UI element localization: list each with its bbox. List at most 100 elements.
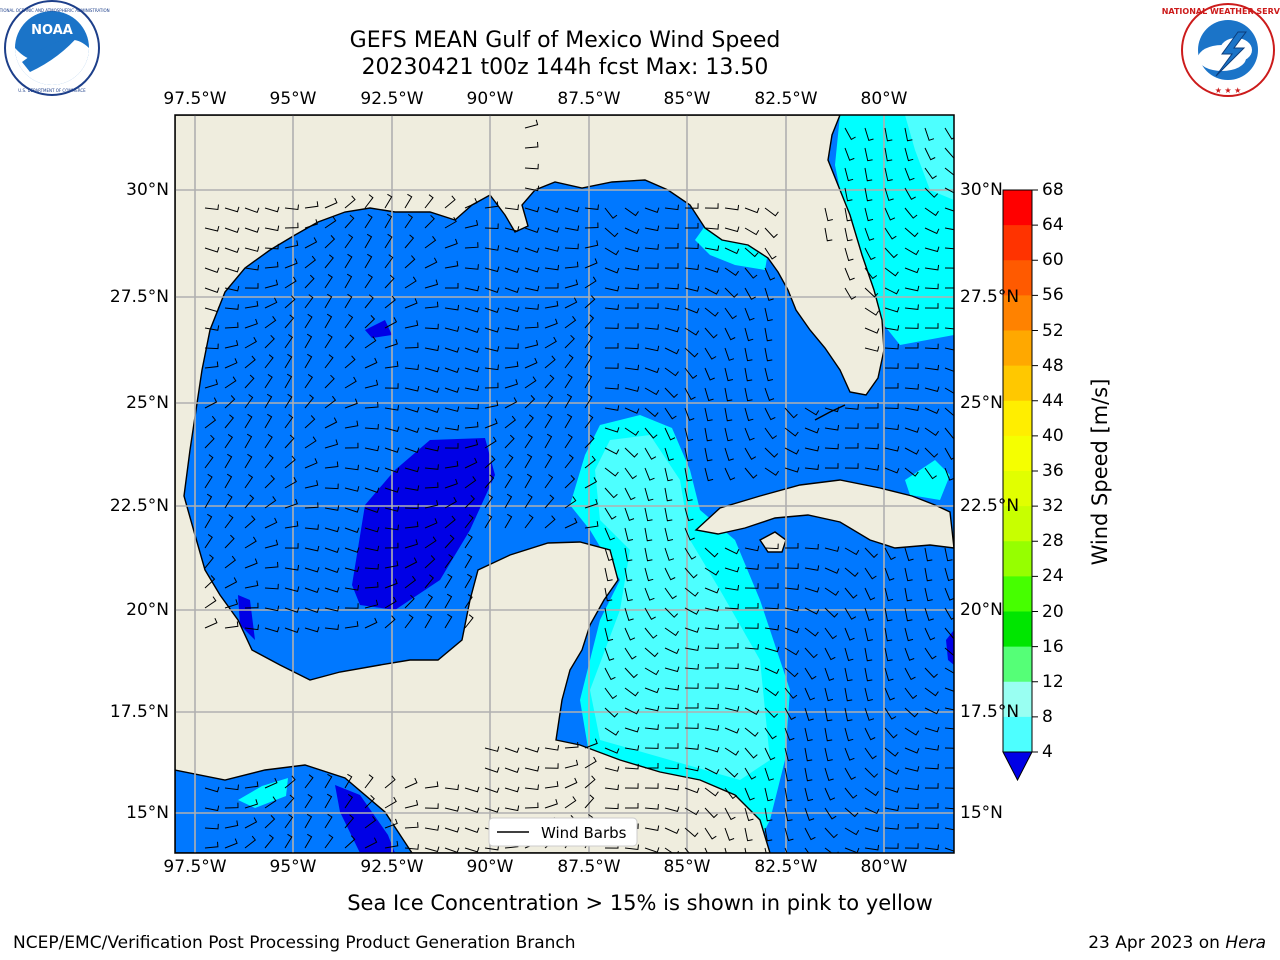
- wind-barb: [844, 227, 853, 242]
- wind-barb: [324, 526, 340, 533]
- wind-barb: [744, 583, 759, 589]
- wind-barb: [624, 323, 639, 329]
- wind-barb: [344, 835, 356, 849]
- wind-barb: [924, 323, 939, 329]
- wind-barb: [604, 207, 618, 219]
- lon-label-bottom: 95°W: [269, 857, 317, 877]
- wind-barb: [904, 747, 920, 754]
- wind-barb: [944, 347, 954, 351]
- wind-barb: [804, 847, 810, 853]
- wind-barb: [644, 407, 659, 418]
- wind-barb: [864, 647, 873, 662]
- wind-barb: [924, 707, 940, 715]
- wind-barb: [424, 345, 440, 352]
- wind-barb: [384, 426, 400, 433]
- wind-barb: [944, 387, 954, 394]
- wind-barb: [304, 587, 320, 594]
- wind-barb: [684, 264, 699, 271]
- wind-barb: [684, 367, 698, 379]
- wind-barb: [725, 643, 739, 649]
- wind-barb: [404, 342, 419, 349]
- wind-barb: [864, 307, 880, 316]
- wind-barb: [764, 407, 776, 421]
- wind-barb: [224, 322, 239, 329]
- wind-barb: [464, 593, 473, 609]
- wind-barb: [784, 605, 800, 612]
- wind-barb: [304, 219, 319, 229]
- florida-keys: [814, 404, 846, 421]
- wind-barb: [484, 223, 499, 230]
- lat-label-left: 15°N: [126, 803, 169, 823]
- wind-barb: [744, 727, 759, 737]
- wind-barb: [624, 343, 639, 350]
- wind-barb: [864, 767, 879, 778]
- wind-barb: [724, 847, 727, 853]
- wind-barb: [424, 825, 440, 831]
- wind-barb: [644, 804, 659, 810]
- colorbar-extend-triangle: [1002, 751, 1033, 782]
- wind-barb: [424, 194, 434, 209]
- wind-barb: [724, 603, 739, 610]
- wind-barb: [784, 807, 793, 822]
- colorbar-bin: [1003, 646, 1032, 683]
- wind-barb: [344, 355, 356, 369]
- wind-barb: [304, 274, 315, 289]
- wind-barb: [224, 376, 237, 389]
- wind-barb: [924, 303, 939, 309]
- wind-barb: [384, 339, 398, 349]
- wind-barb: [804, 464, 819, 470]
- wind-barb: [924, 264, 940, 271]
- wind-barb: [624, 386, 640, 392]
- wind-barb: [444, 326, 460, 332]
- wind-barb: [904, 227, 919, 238]
- wind-barb: [384, 615, 396, 629]
- lon-label-bottom: 92.5°W: [360, 857, 424, 877]
- wind-barb: [464, 827, 480, 834]
- wind-barb: [384, 775, 396, 789]
- wind-barb: [824, 847, 839, 853]
- wind-barb: [604, 323, 619, 329]
- map-frame: [174, 114, 955, 854]
- wind-barb: [744, 807, 754, 822]
- lat-label-left: 30°N: [126, 180, 169, 200]
- wind-barb: [744, 665, 760, 672]
- wind-barb: [764, 807, 773, 822]
- wind-barb: [844, 587, 858, 599]
- wind-barb: [644, 447, 657, 460]
- wind-barb: [864, 687, 873, 702]
- wind-barb: [764, 667, 780, 675]
- footer-credit: NCEP/EMC/Verification Post Processing Pr…: [13, 933, 576, 953]
- wind-barb: [364, 424, 379, 430]
- wind-barb: [884, 363, 899, 369]
- wind-barb: [664, 806, 680, 813]
- wind-barb: [544, 246, 560, 252]
- wind-barb: [664, 387, 678, 399]
- map-panel: [175, 115, 954, 853]
- wind-barb: [244, 413, 253, 429]
- wind-barb: [644, 467, 655, 481]
- wind-barb: [584, 353, 593, 369]
- wind-barb: [224, 577, 238, 589]
- wind-barb: [944, 267, 954, 269]
- wind-barb: [224, 473, 233, 489]
- wind-barb: [284, 455, 296, 469]
- wind-barb: [584, 240, 599, 249]
- wind-barb: [564, 796, 577, 809]
- wind-barb: [284, 414, 294, 429]
- wind-barb: [504, 204, 519, 211]
- colorbar-tick-label: 60: [1042, 250, 1064, 271]
- wind-barb: [824, 767, 834, 782]
- wind-barb: [944, 807, 954, 810]
- wind-barb: [484, 382, 499, 389]
- wind-barb: [864, 147, 873, 162]
- wind-barb: [564, 413, 573, 429]
- wind-barb: [524, 433, 533, 449]
- wind-barb: [624, 587, 633, 602]
- wind-barb: [524, 376, 537, 389]
- wind-barb: [284, 607, 300, 613]
- wind-barb: [564, 243, 579, 250]
- wind-barb: [424, 366, 440, 373]
- wind-barb: [404, 213, 413, 229]
- wind-barb: [944, 187, 954, 194]
- wind-barb: [484, 436, 497, 449]
